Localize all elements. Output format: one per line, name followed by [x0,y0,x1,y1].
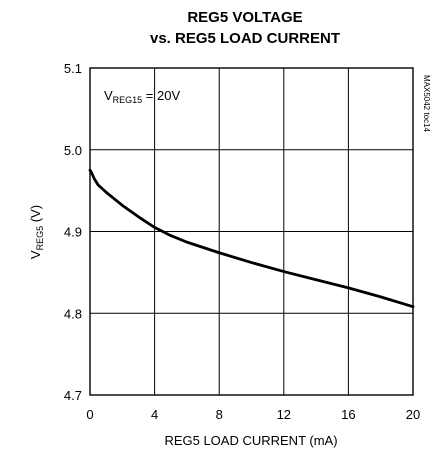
annotation: VREG15 = 20V [104,88,180,105]
annotation-suffix: = 20V [142,88,180,103]
y-axis-label-sub: REG5 [35,226,45,251]
x-tick-label: 4 [151,407,158,422]
chart-title-line2: vs. REG5 LOAD CURRENT [150,30,340,47]
y-tick-label: 4.8 [64,306,82,321]
annotation-prefix: V [104,88,113,103]
y-axis-label: VREG5 (V) [28,205,45,259]
plot-frame [89,67,414,396]
x-tick-label: 0 [86,407,93,422]
series-group [88,168,415,309]
watermark: MAX5042 toc14 [422,75,431,132]
x-tick-label: 12 [277,407,291,422]
y-tick-labels: 4.7 4.8 4.9 5.0 5.1 [64,61,82,403]
y-axis-label-suffix: (V) [28,205,43,226]
y-axis-label-prefix: V [28,250,43,259]
series-line [88,168,415,309]
x-tick-label: 8 [216,407,223,422]
x-tick-labels: 0 4 8 12 16 20 [86,407,420,422]
grid [89,67,414,396]
y-tick-label: 4.7 [64,388,82,403]
x-tick-label: 16 [341,407,355,422]
x-axis-label: REG5 LOAD CURRENT (mA) [164,433,337,448]
x-tick-label: 20 [406,407,420,422]
y-tick-label: 5.0 [64,143,82,158]
chart-title-line1: REG5 VOLTAGE [187,9,302,26]
y-tick-label: 5.1 [64,61,82,76]
y-tick-label: 4.9 [64,225,82,240]
annotation-sub: REG15 [113,95,143,105]
